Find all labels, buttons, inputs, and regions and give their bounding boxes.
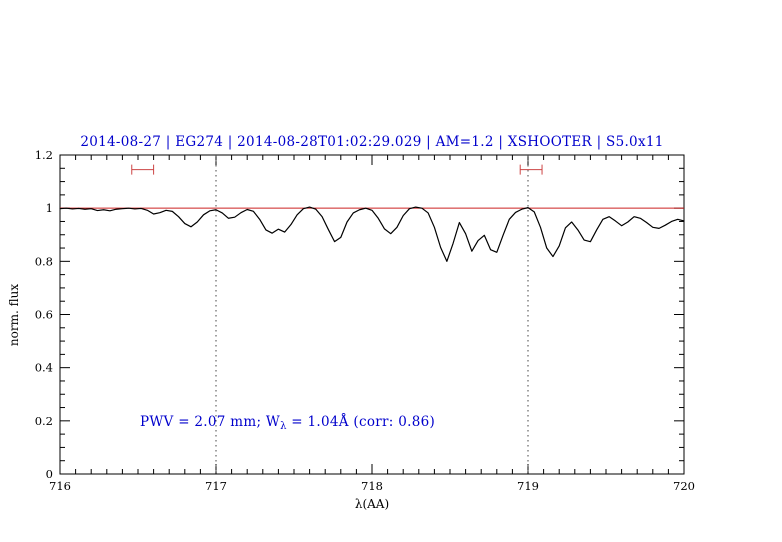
pwv-annotation-subscript: λ	[280, 421, 287, 432]
y-tick-label: 0.8	[35, 254, 53, 268]
y-tick-label: 1	[46, 201, 53, 215]
y-tick-label: 0.2	[35, 414, 53, 428]
y-tick-label: 0	[46, 467, 53, 481]
guide-lines	[60, 155, 684, 474]
x-tick-label: 718	[361, 479, 383, 493]
x-tick-label: 716	[49, 479, 71, 493]
y-tick-label: 1.2	[35, 148, 53, 162]
x-tick-label: 720	[673, 479, 695, 493]
y-tick-label: 0.6	[35, 308, 53, 322]
axis-ticks: 716 717 718 719 720 0 0.2 0.4 0.6 0.8 1 1.2	[35, 148, 695, 493]
x-tick-label: 717	[205, 479, 227, 493]
pwv-annotation: PWV = 2.07 mm; Wλ = 1.04Å (corr: 0.86)	[140, 414, 435, 432]
pwv-annotation-prefix: PWV = 2.07 mm; W	[140, 414, 280, 430]
plot-title: 2014-08-27 | EG274 | 2014-08-28T01:02:29…	[80, 134, 663, 150]
y-axis-label: norm. flux	[7, 284, 21, 346]
x-tick-label: 719	[517, 479, 539, 493]
data-layer	[59, 206, 685, 262]
spectrum-line	[59, 206, 685, 262]
x-axis-label: λ(AA)	[355, 497, 389, 511]
pwv-annotation-suffix: = 1.04Å (corr: 0.86)	[287, 414, 435, 430]
y-tick-label: 0.4	[35, 361, 53, 375]
